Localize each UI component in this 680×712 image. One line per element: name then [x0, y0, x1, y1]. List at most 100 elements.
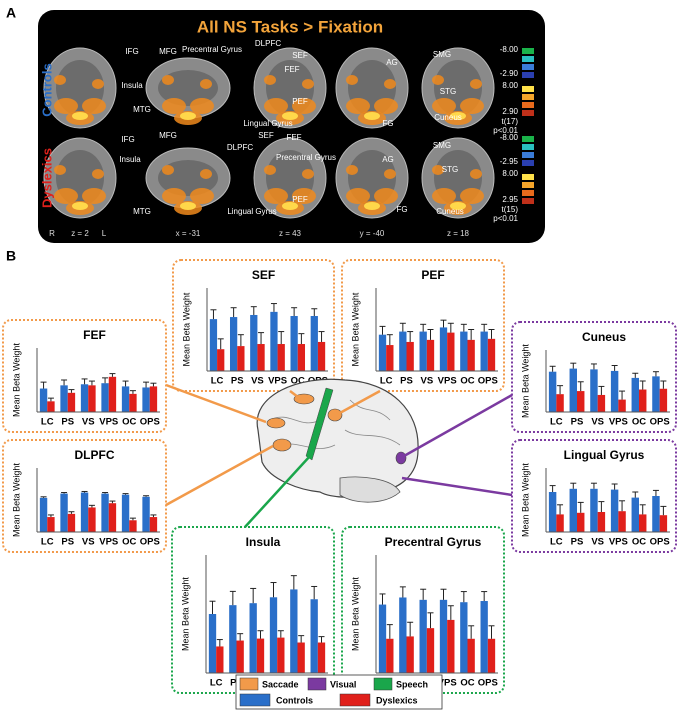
x-tick-label: OPS — [478, 678, 498, 689]
activation — [162, 165, 174, 175]
bar — [639, 514, 647, 532]
region-annotation: Cuneus — [436, 207, 464, 216]
legend-label: Visual — [330, 679, 356, 689]
scale-label: 8.00 — [502, 169, 518, 178]
chart-title: Lingual Gyrus — [564, 448, 645, 462]
bar — [386, 345, 394, 371]
color-scale — [522, 174, 534, 180]
region-annotation: SEF — [292, 51, 308, 60]
bar — [460, 331, 468, 371]
bar — [386, 638, 394, 673]
bar — [659, 388, 668, 412]
x-tick-label: OPS — [478, 376, 498, 387]
scale-stat: t(15) — [502, 205, 519, 214]
activation-core — [180, 112, 196, 120]
legend-label: Controls — [276, 695, 313, 705]
bar — [121, 494, 130, 532]
panel-label: A — [6, 5, 16, 21]
scale-p: p<0.01 — [493, 126, 518, 135]
activation — [346, 165, 358, 175]
slice-coordinate: x = -31 — [176, 229, 201, 238]
scale-label: -8.00 — [500, 133, 519, 142]
activation — [292, 188, 316, 204]
bar — [310, 316, 318, 371]
color-scale — [522, 86, 534, 92]
bar — [569, 368, 577, 412]
bar — [149, 386, 158, 412]
slice-coordinate: z = 18 — [447, 229, 470, 238]
bar — [310, 599, 318, 673]
bar — [121, 386, 130, 412]
bar — [419, 599, 427, 673]
bar — [250, 314, 258, 371]
chart-title: DLPFC — [75, 448, 115, 462]
activation — [190, 98, 214, 114]
color-scale — [522, 182, 534, 188]
bar — [249, 603, 257, 673]
activation-core — [180, 202, 196, 210]
region-annotation: MFG — [159, 131, 177, 140]
legend-swatch — [239, 693, 271, 707]
bar — [108, 376, 117, 412]
region-annotation: Lingual Gyrus — [243, 119, 292, 128]
chart-title: SEF — [252, 268, 275, 282]
color-scale — [522, 94, 534, 100]
x-tick-label: VS — [82, 537, 95, 548]
activation — [460, 98, 484, 114]
bar — [426, 339, 435, 371]
legend-swatch — [307, 677, 327, 691]
bar — [439, 599, 448, 673]
color-scale — [522, 64, 534, 70]
bar — [631, 377, 639, 412]
activation — [200, 79, 212, 89]
region-annotation: Insula — [121, 81, 143, 90]
brain-diagram — [165, 378, 513, 528]
bar — [631, 497, 639, 532]
bar — [639, 389, 647, 412]
region-annotation: STG — [442, 165, 458, 174]
activation-core — [450, 112, 466, 120]
bar — [597, 512, 606, 532]
activation — [432, 98, 456, 114]
side-label: L — [102, 229, 107, 238]
x-tick-label: LC — [550, 417, 563, 428]
activation — [460, 188, 484, 204]
bar — [652, 496, 660, 532]
region-annotation: Insula — [119, 155, 141, 164]
region-annotation: FG — [382, 119, 393, 128]
bar — [590, 369, 598, 412]
activation — [384, 79, 396, 89]
bar — [399, 597, 407, 673]
bar — [80, 492, 89, 532]
activation-core — [282, 202, 298, 210]
region-annotation: Precentral Gyrus — [182, 45, 242, 54]
x-tick-label: VS — [591, 537, 604, 548]
bar — [67, 392, 76, 412]
bar — [556, 394, 564, 412]
chart-title: PEF — [421, 268, 444, 282]
activation — [292, 98, 316, 114]
color-scale — [522, 48, 534, 54]
color-scale — [522, 102, 534, 108]
bar — [217, 349, 225, 371]
color-scale — [522, 144, 534, 150]
activation — [346, 188, 370, 204]
bar — [548, 492, 557, 532]
x-tick-label: VS — [420, 376, 433, 387]
activation — [82, 188, 106, 204]
activation — [384, 169, 396, 179]
legend-label: Saccade — [262, 679, 299, 689]
bar — [108, 503, 117, 532]
y-axis-label: Mean Beta Weight — [11, 463, 21, 537]
x-tick-label: PS — [61, 537, 74, 548]
bar — [577, 512, 585, 532]
bar — [447, 332, 455, 371]
activation-core — [364, 202, 380, 210]
activation — [346, 75, 358, 85]
scale-label: -2.90 — [500, 69, 519, 78]
x-tick-label: OC — [122, 417, 136, 428]
x-tick-label: VPS — [99, 417, 118, 428]
bar — [610, 370, 619, 412]
bar — [487, 638, 496, 673]
